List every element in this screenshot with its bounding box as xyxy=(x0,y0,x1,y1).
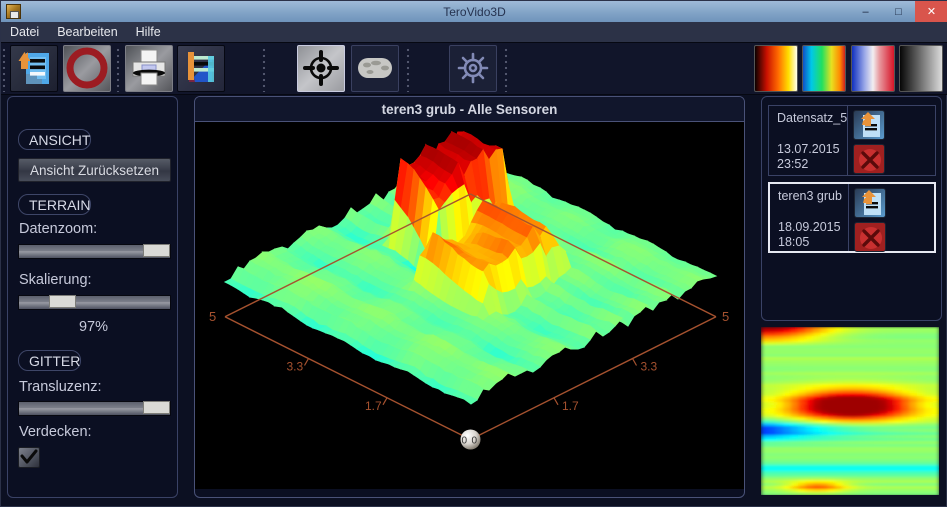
svg-text:5: 5 xyxy=(209,309,216,324)
svg-text:1.7: 1.7 xyxy=(562,399,579,413)
svg-text:3.3: 3.3 xyxy=(641,360,658,374)
svg-text:0: 0 xyxy=(462,436,468,447)
svg-text:3.3: 3.3 xyxy=(287,360,304,374)
svg-text:1.7: 1.7 xyxy=(365,399,382,413)
svg-text:0: 0 xyxy=(472,436,478,447)
svg-text:5: 5 xyxy=(722,309,729,324)
